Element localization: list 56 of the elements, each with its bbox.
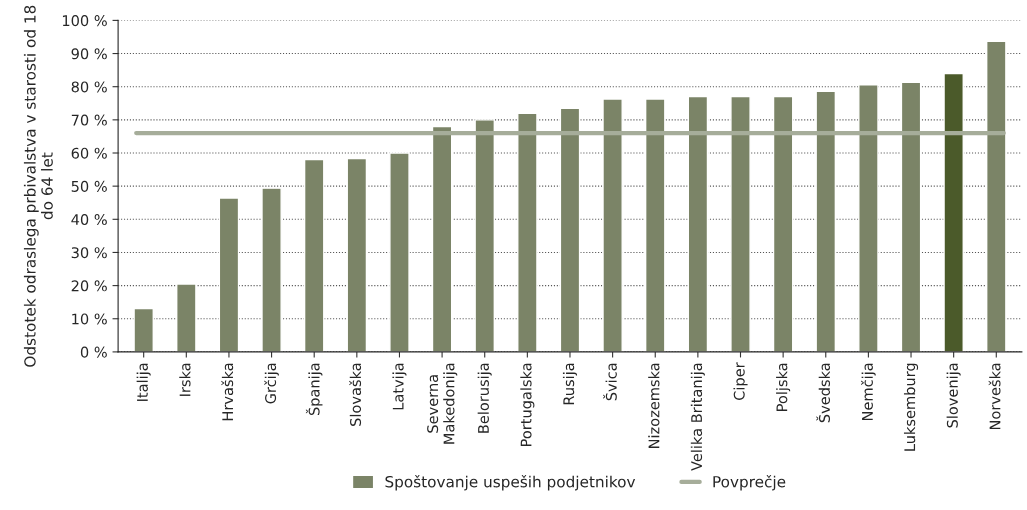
x-tick-label: Latvija [392, 363, 407, 410]
x-tick-label: Ciper [733, 362, 748, 400]
bar [176, 283, 197, 352]
y-tick-label: 100 % [62, 15, 107, 27]
y-tick-label: 30 % [71, 247, 107, 259]
x-tick-label: Poljska [776, 363, 791, 411]
x-tick-label: Rusija [562, 363, 578, 405]
bar [261, 187, 282, 352]
x-tick-label: Grčija [264, 363, 279, 404]
y-axis-title: Odstotek odraslega prbivalstva v starosti od 18 do 64 let [23, 5, 53, 367]
y-tick-label: 60 % [71, 147, 107, 159]
x-tick-label: Velika Britanija [690, 363, 705, 471]
bar [858, 84, 879, 352]
x-tick-label: Slovenija [946, 363, 961, 428]
bar [772, 95, 794, 352]
bar [303, 158, 325, 352]
y-tick-label: 40 % [71, 214, 107, 226]
y-tick-label: 10 % [72, 313, 107, 325]
bar [559, 107, 581, 352]
x-tick-label: Nizozemska [648, 363, 660, 448]
bar [730, 95, 751, 352]
bar [431, 125, 453, 352]
x-tick-label: Nemčija [861, 363, 876, 421]
bar [133, 307, 154, 352]
bar [346, 157, 368, 352]
legend-label: Spoštovanje uspeših podjetnikov [385, 475, 636, 491]
bar [943, 72, 964, 352]
y-tick-label: 50 % [71, 180, 107, 192]
x-tick-label: Slovaška [349, 363, 362, 426]
bar [644, 98, 666, 352]
x-tick-label: Švedska [816, 363, 830, 423]
x-tick-label: Portugalska [520, 363, 535, 446]
y-tick-label: 20 % [71, 280, 107, 292]
x-tick-label: Belorusija [477, 363, 492, 433]
x-tick-label: Italija [136, 363, 151, 401]
y-tick-label: 70 % [71, 114, 107, 126]
legend-label: Povprečje [713, 475, 786, 491]
y-tick-label: 90 % [71, 48, 107, 60]
x-tick-label: Severna Makedonija [427, 363, 458, 444]
bar [218, 197, 240, 352]
bar [389, 152, 410, 352]
bar [815, 90, 837, 352]
x-tick-label: Hrvaška [221, 363, 234, 421]
x-tick-label: Španija [305, 363, 323, 416]
x-tick-label: Norveška [988, 363, 1001, 430]
bar [986, 40, 1007, 352]
x-tick-label: Irska [179, 363, 191, 396]
bar [474, 119, 496, 352]
x-tick-label: Švica [603, 363, 617, 401]
bar [900, 81, 922, 352]
y-tick-label: 80 % [71, 81, 107, 93]
x-tick-label: Luksemburg [903, 363, 919, 451]
bar [687, 95, 709, 352]
y-tick-label: 0 % [80, 346, 107, 358]
bar [602, 98, 623, 352]
bar [517, 112, 538, 352]
